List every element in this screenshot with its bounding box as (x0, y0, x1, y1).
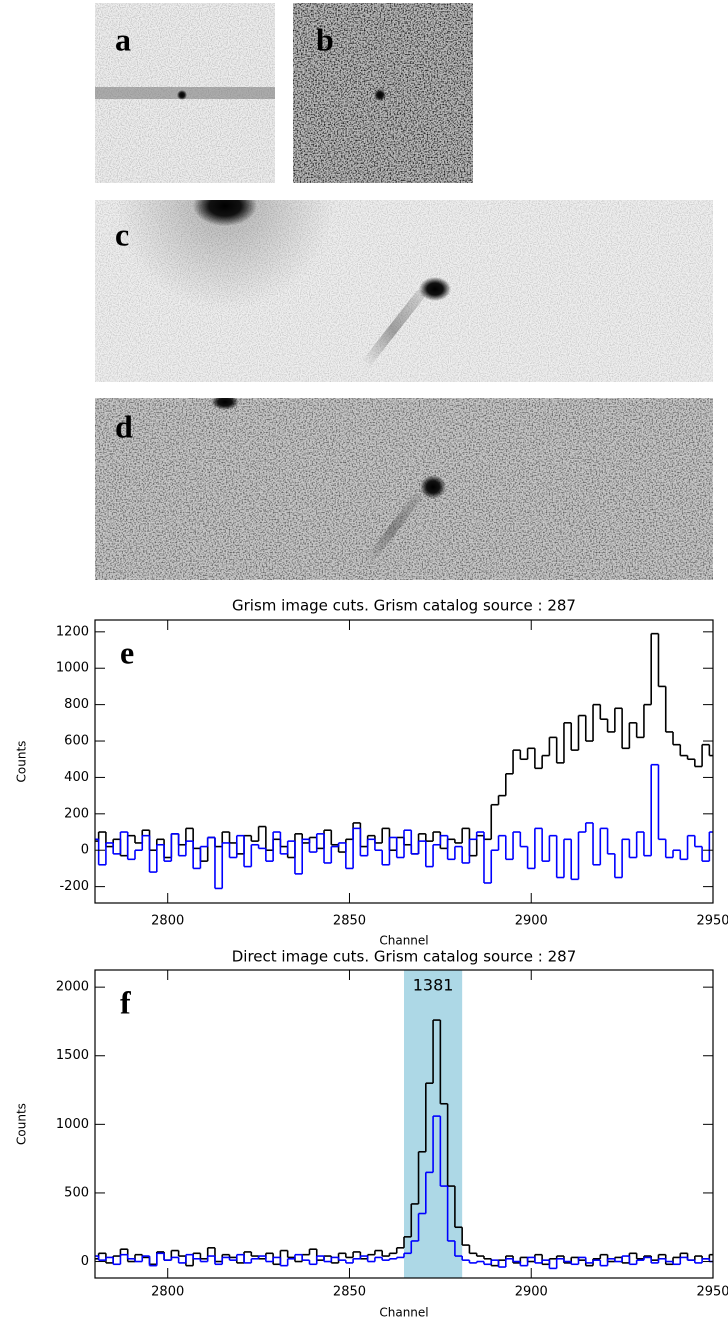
image-c (95, 200, 713, 382)
chart-title: Grism image cuts. Grism catalog source :… (232, 597, 576, 615)
x-tick-label: 2800 (151, 914, 184, 929)
panel-label: e (120, 634, 134, 670)
y-tick-label: 800 (64, 697, 89, 712)
x-tick-label: 2950 (696, 914, 728, 929)
y-tick-label: -200 (59, 879, 89, 894)
y-tick-label: 1000 (56, 1117, 89, 1132)
panel-label: d (115, 408, 133, 444)
x-tick-label: 2950 (696, 1285, 728, 1300)
y-tick-label: 1000 (56, 661, 89, 676)
image-d (95, 398, 713, 580)
x-tick-label: 2900 (515, 914, 548, 929)
x-tick-label: 2850 (333, 914, 366, 929)
panel-label: c (115, 216, 129, 252)
x-tick-label: 2900 (515, 1285, 548, 1300)
y-axis-label: Counts (15, 1103, 29, 1145)
x-axis-label: Channel (379, 934, 428, 948)
y-tick-label: 1500 (56, 1048, 89, 1063)
plot-frame (94, 619, 714, 904)
panel-label: f (120, 984, 131, 1020)
x-axis-label: Channel (379, 1306, 428, 1320)
image-a (95, 3, 275, 183)
y-tick-label: 2000 (56, 980, 89, 995)
y-tick-label: 0 (81, 1254, 89, 1269)
y-tick-label: 500 (64, 1185, 89, 1200)
panel-label: a (115, 21, 131, 57)
panel-label: b (316, 21, 334, 57)
y-tick-label: 200 (64, 806, 89, 821)
chart-title: Direct image cuts. Grism catalog source … (232, 948, 577, 966)
x-tick-label: 2850 (333, 1285, 366, 1300)
y-tick-label: 0 (81, 843, 89, 858)
y-axis-label: Counts (15, 741, 29, 783)
y-tick-label: 1200 (56, 624, 89, 639)
highlight-label: 1381 (413, 976, 454, 995)
y-tick-label: 400 (64, 770, 89, 785)
image-b (293, 3, 473, 183)
y-tick-label: 600 (64, 734, 89, 749)
x-tick-label: 2800 (151, 1285, 184, 1300)
